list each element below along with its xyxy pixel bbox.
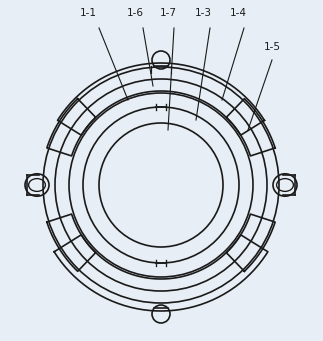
Text: 1-4: 1-4 [230,8,246,18]
Text: 1-3: 1-3 [194,8,212,18]
Text: 1-6: 1-6 [127,8,143,18]
Text: 1-1: 1-1 [79,8,97,18]
Text: 1-7: 1-7 [160,8,176,18]
Text: 1-5: 1-5 [264,42,280,52]
